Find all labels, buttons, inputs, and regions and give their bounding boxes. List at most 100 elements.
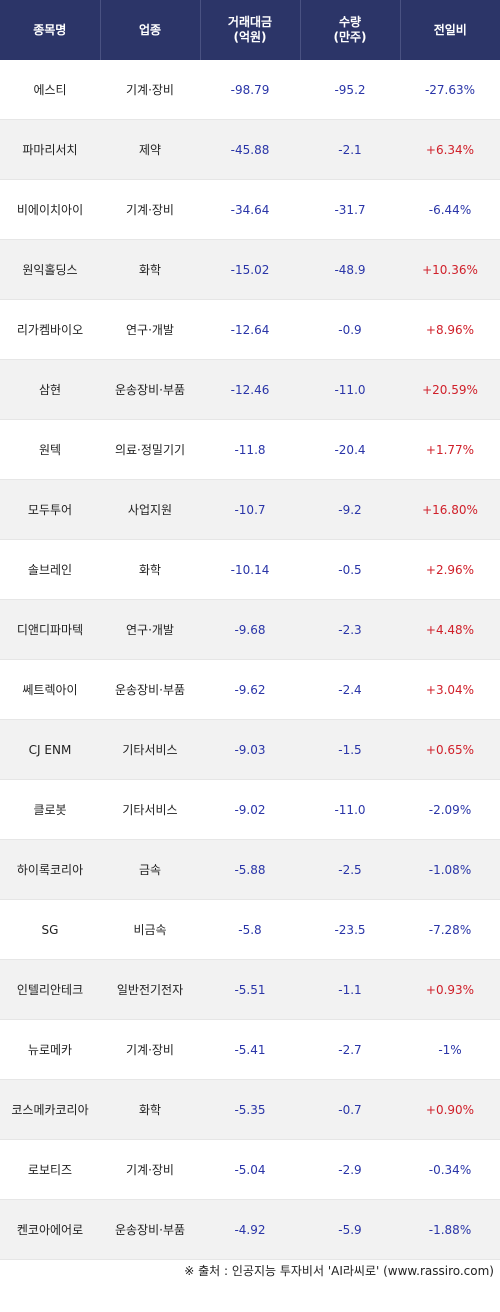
- table-row: 비에이치아이 기계·장비 -34.64 -31.7 -6.44%: [0, 179, 500, 240]
- sector-cell: 제약: [100, 119, 200, 180]
- table-row: 코스메카코리아 화학 -5.35 -0.7 +0.90%: [0, 1079, 500, 1140]
- trade-amount-cell: -9.62: [200, 659, 300, 720]
- sector-cell: 운송장비·부품: [100, 359, 200, 420]
- table-body: 에스티 기계·장비 -98.79 -95.2 -27.63% 파마리서치 제약 -45.88-…: [0, 60, 500, 1260]
- change-cell: -0.34%: [400, 1139, 500, 1200]
- quantity-cell: -11.0: [300, 359, 400, 420]
- trade-amount-cell: -45.88: [200, 119, 300, 180]
- trade-amount-cell: -9.03: [200, 719, 300, 780]
- sector-cell: 운송장비·부품: [100, 659, 200, 720]
- quantity-cell: -2.3: [300, 599, 400, 660]
- quantity-cell: -9.2: [300, 479, 400, 540]
- header-trade-amount: 거래대금 (억원): [199, 0, 300, 60]
- sector-cell: 기계·장비: [100, 1019, 200, 1080]
- stock-name-cell: 인텔리안테크: [0, 959, 100, 1020]
- trade-amount-cell: -11.8: [200, 419, 300, 480]
- header-label: 업종: [138, 22, 162, 37]
- table-row: 파마리서치 제약 -45.88 -2.1 +6.34%: [0, 119, 500, 180]
- sector-cell: 기계·장비: [100, 179, 200, 240]
- sector-cell: 화학: [100, 239, 200, 300]
- trade-amount-cell: -5.8: [200, 899, 300, 960]
- table-row: 로보티즈 기계·장비 -5.04 -2.9 -0.34%: [0, 1139, 500, 1200]
- stock-name-cell: 디앤디파마텍: [0, 599, 100, 660]
- change-cell: -27.63%: [400, 60, 500, 120]
- quantity-cell: -2.7: [300, 1019, 400, 1080]
- trade-amount-cell: -5.88: [200, 839, 300, 900]
- sector-cell: 기타서비스: [100, 719, 200, 780]
- source-footer: ※ 출처 : 인공지능 투자비서 'AI라씨로' (www.rassiro.co…: [184, 1264, 494, 1278]
- table-row: 쎄트렉아이 운송장비·부품 -9.62 -2.4 +3.04%: [0, 659, 500, 720]
- table-row: 모두투어 사업지원 -10.7 -9.2 +16.80%: [0, 479, 500, 540]
- stock-name-cell: 쎄트렉아이: [0, 659, 100, 720]
- trade-amount-cell: -9.68: [200, 599, 300, 660]
- table-row: 원텍 의료·정밀기기 -11.8 -20.4 +1.77%: [0, 419, 500, 480]
- change-cell: -1%: [400, 1019, 500, 1080]
- table-row: 솔브레인 화학 -10.14 -0.5 +2.96%: [0, 539, 500, 600]
- sector-cell: 운송장비·부품: [100, 1199, 200, 1260]
- header-quantity: 수량 (만주): [299, 0, 400, 60]
- trade-amount-cell: -10.14: [200, 539, 300, 600]
- stock-name-cell: 하이록코리아: [0, 839, 100, 900]
- change-cell: +2.96%: [400, 539, 500, 600]
- sector-cell: 연구·개발: [100, 299, 200, 360]
- header-change: 전일비: [399, 0, 500, 60]
- header-row: 종목명 업종 거래대금 (억원) 수량 (만주) 전일비: [0, 0, 500, 60]
- quantity-cell: -2.1: [300, 119, 400, 180]
- change-cell: +20.59%: [400, 359, 500, 420]
- quantity-cell: -95.2: [300, 60, 400, 120]
- stock-name-cell: 원익홀딩스: [0, 239, 100, 300]
- sector-cell: 화학: [100, 1079, 200, 1140]
- table-row: CJ ENM 기타서비스 -9.03 -1.5 +0.65%: [0, 719, 500, 780]
- table-row: SG 비금속 -5.8 -23.5 -7.28%: [0, 899, 500, 960]
- sector-cell: 비금속: [100, 899, 200, 960]
- change-cell: -6.44%: [400, 179, 500, 240]
- trade-amount-cell: -34.64: [200, 179, 300, 240]
- header-stock-name: 종목명: [0, 0, 100, 60]
- quantity-cell: -0.7: [300, 1079, 400, 1140]
- table-row: 뉴로메카 기계·장비 -5.41 -2.7 -1%: [0, 1019, 500, 1080]
- header-label: 거래대금 (억원): [227, 15, 273, 44]
- quantity-cell: -1.5: [300, 719, 400, 780]
- sector-cell: 금속: [100, 839, 200, 900]
- stock-table: 종목명 업종 거래대금 (억원) 수량 (만주) 전일비 에스티 기계·장비 -98…: [0, 0, 500, 1260]
- stock-name-cell: 리가켐바이오: [0, 299, 100, 360]
- trade-amount-cell: -5.51: [200, 959, 300, 1020]
- stock-name-cell: 뉴로메카: [0, 1019, 100, 1080]
- change-cell: +0.65%: [400, 719, 500, 780]
- stock-name-cell: CJ ENM: [0, 719, 100, 780]
- sector-cell: 화학: [100, 539, 200, 600]
- stock-name-cell: 로보티즈: [0, 1139, 100, 1200]
- sector-cell: 의료·정밀기기: [100, 419, 200, 480]
- trade-amount-cell: -15.02: [200, 239, 300, 300]
- trade-amount-cell: -12.46: [200, 359, 300, 420]
- trade-amount-cell: -5.04: [200, 1139, 300, 1200]
- table-row: 클로봇 기타서비스 -9.02 -11.0 -2.09%: [0, 779, 500, 840]
- header-label: 전일비: [433, 22, 467, 37]
- table-row: 원익홀딩스 화학 -15.02 -48.9 +10.36%: [0, 239, 500, 300]
- quantity-cell: -1.1: [300, 959, 400, 1020]
- trade-amount-cell: -9.02: [200, 779, 300, 840]
- change-cell: -1.08%: [400, 839, 500, 900]
- table-row: 리가켐바이오 연구·개발 -12.64 -0.9 +8.96%: [0, 299, 500, 360]
- quantity-cell: -11.0: [300, 779, 400, 840]
- sector-cell: 연구·개발: [100, 599, 200, 660]
- quantity-cell: -2.4: [300, 659, 400, 720]
- trade-amount-cell: -12.64: [200, 299, 300, 360]
- stock-name-cell: 삼현: [0, 359, 100, 420]
- header-label: 수량 (만주): [333, 15, 367, 44]
- table-row: 켄코아에어로 운송장비·부품 -4.92 -5.9 -1.88%: [0, 1199, 500, 1260]
- quantity-cell: -0.9: [300, 299, 400, 360]
- header-sector: 업종: [99, 0, 200, 60]
- table-row: 하이록코리아 금속 -5.88 -2.5 -1.08%: [0, 839, 500, 900]
- change-cell: +4.48%: [400, 599, 500, 660]
- quantity-cell: -0.5: [300, 539, 400, 600]
- trade-amount-cell: -5.35: [200, 1079, 300, 1140]
- stock-name-cell: SG: [0, 899, 100, 960]
- quantity-cell: -20.4: [300, 419, 400, 480]
- stock-name-cell: 모두투어: [0, 479, 100, 540]
- change-cell: +10.36%: [400, 239, 500, 300]
- change-cell: -7.28%: [400, 899, 500, 960]
- stock-name-cell: 비에이치아이: [0, 179, 100, 240]
- quantity-cell: -2.9: [300, 1139, 400, 1200]
